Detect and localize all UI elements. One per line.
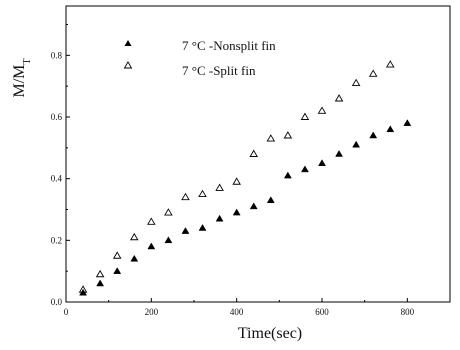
data-marks — [78, 60, 412, 296]
y-axis-title: M/MT — [11, 58, 33, 97]
split-fin-point — [232, 177, 241, 185]
split-fin-point — [198, 189, 207, 198]
nonsplit-fin-point — [352, 140, 361, 148]
split-fin-point — [266, 134, 276, 142]
y-tick-label: 0.2 — [51, 235, 62, 245]
y-tick-label: 0.0 — [51, 297, 63, 307]
legend-label-split: 7 °C -Split fin — [182, 63, 256, 78]
split-fin-point — [78, 285, 88, 293]
x-tick-label: 800 — [401, 307, 415, 317]
nonsplit-fin-point — [403, 119, 412, 126]
nonsplit-fin-point — [96, 279, 105, 287]
split-fin-point — [334, 94, 344, 102]
plot-area-frame — [65, 5, 451, 303]
x-tick-label: 600 — [315, 307, 329, 317]
nonsplit-fin-point — [283, 171, 292, 179]
split-fin-point — [317, 106, 327, 114]
y-tick-label: 0.4 — [51, 174, 63, 184]
svg-text:M/MT: M/MT — [11, 58, 33, 97]
y-axis: 0.0 0.2 0.4 0.6 0.8 — [51, 24, 70, 307]
nonsplit-fin-point — [215, 214, 224, 222]
nonsplit-fin-point — [386, 125, 395, 133]
x-tick-label: 200 — [145, 307, 159, 317]
split-fin-point — [129, 232, 139, 241]
nonsplit-fin-point — [164, 236, 173, 244]
nonsplit-fin-point — [113, 267, 122, 274]
nonsplit-fin-point — [181, 227, 190, 234]
nonsplit-fin-point — [335, 150, 344, 157]
split-fin-point — [351, 78, 361, 87]
split-fin-point — [385, 60, 395, 68]
nonsplit-fin-point — [147, 242, 156, 250]
split-fin-point — [368, 69, 378, 77]
split-fin-point — [95, 269, 105, 278]
nonsplit-fin-point — [130, 254, 139, 262]
legend: 7 °C -Nonsplit fin 7 °C -Split fin — [123, 38, 276, 78]
legend-marker-split — [123, 61, 133, 69]
split-fin-point — [283, 131, 293, 139]
split-fin-point — [164, 208, 173, 216]
legend-label-nonsplit: 7 °C -Nonsplit fin — [182, 38, 276, 53]
legend-marker-nonsplit — [124, 40, 132, 46]
nonsplit-fin-point — [369, 131, 378, 139]
nonsplit-fin-point — [300, 165, 309, 173]
x-tick-label: 400 — [230, 307, 244, 317]
split-fin-point — [181, 192, 190, 201]
nonsplit-fin-point — [249, 202, 258, 210]
x-axis-title: Time(sec) — [238, 325, 302, 342]
split-fin-point — [112, 251, 122, 259]
split-fin-point — [300, 112, 310, 120]
split-fin-point — [147, 217, 156, 225]
y-tick-label: 0.8 — [51, 50, 63, 60]
x-axis: 0 200 400 600 800 — [64, 298, 415, 317]
nonsplit-fin-point — [318, 159, 326, 166]
nonsplit-fin-point — [198, 224, 207, 231]
y-tick-label: 0.6 — [51, 112, 63, 122]
y-axis-title-main: M/M — [11, 65, 28, 98]
y-axis-title-subscript: T — [22, 58, 33, 64]
split-fin-point — [215, 183, 224, 191]
nonsplit-fin-point — [232, 208, 241, 216]
split-fin-point — [249, 149, 259, 157]
x-tick-label: 0 — [64, 307, 69, 317]
nonsplit-fin-point — [266, 196, 275, 203]
